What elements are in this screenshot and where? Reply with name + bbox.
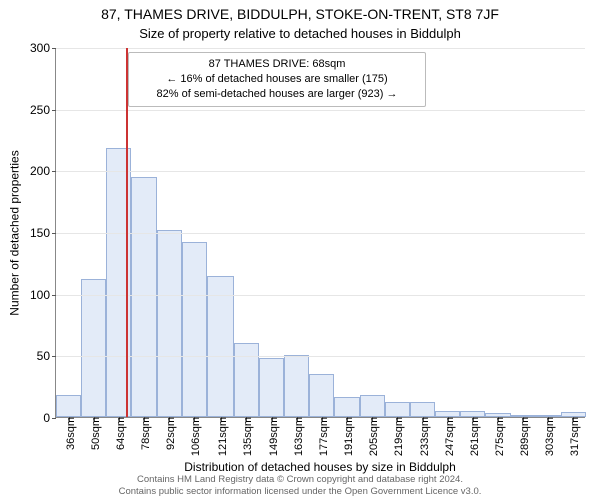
gridline <box>56 233 585 234</box>
x-tick-label: 163sqm <box>289 417 305 456</box>
gridline <box>56 48 585 49</box>
x-tick-label: 121sqm <box>213 417 229 456</box>
x-tick-label: 177sqm <box>314 417 330 456</box>
x-tick-label: 149sqm <box>264 417 280 456</box>
histogram-bar <box>182 242 207 417</box>
histogram-bar <box>234 343 259 417</box>
callout-line-2: ← 16% of detached houses are smaller (17… <box>137 72 417 87</box>
y-tick-label: 100 <box>30 288 56 302</box>
histogram-bar <box>309 374 334 417</box>
plot-area: 87 THAMES DRIVE: 68sqm ← 16% of detached… <box>55 48 585 418</box>
callout-line-3: 82% of semi-detached houses are larger (… <box>137 87 417 102</box>
y-tick-label: 0 <box>43 411 56 425</box>
address-title: 87, THAMES DRIVE, BIDDULPH, STOKE-ON-TRE… <box>0 6 600 22</box>
gridline <box>56 110 585 111</box>
histogram-bar <box>131 177 156 418</box>
gridline <box>56 356 585 357</box>
histogram-bar <box>56 395 81 417</box>
x-tick-label: 247sqm <box>440 417 456 456</box>
x-tick-label: 92sqm <box>161 417 177 450</box>
footer-line-2: Contains public sector information licen… <box>0 486 600 497</box>
x-tick-label: 36sqm <box>61 417 77 450</box>
attribution-footer: Contains HM Land Registry data © Crown c… <box>0 474 600 497</box>
x-tick-label: 233sqm <box>415 417 431 456</box>
x-tick-label: 205sqm <box>364 417 380 456</box>
x-tick-label: 78sqm <box>136 417 152 450</box>
y-tick-label: 200 <box>30 164 56 178</box>
histogram-bar <box>385 402 410 417</box>
x-tick-label: 50sqm <box>86 417 102 450</box>
property-marker-line <box>126 48 128 417</box>
x-tick-label: 219sqm <box>389 417 405 456</box>
y-tick-label: 150 <box>30 226 56 240</box>
histogram-bar <box>81 279 106 417</box>
histogram-bar <box>284 355 309 417</box>
y-tick-label: 50 <box>37 349 56 363</box>
property-callout: 87 THAMES DRIVE: 68sqm ← 16% of detached… <box>128 52 426 107</box>
x-tick-label: 191sqm <box>339 417 355 456</box>
x-tick-label: 303sqm <box>540 417 556 456</box>
y-tick-label: 250 <box>30 103 56 117</box>
y-axis-label: Number of detached properties <box>8 48 22 418</box>
y-tick-label: 300 <box>30 41 56 55</box>
histogram-bar <box>259 358 284 417</box>
chart-root: { "title_line1": "87, THAMES DRIVE, BIDD… <box>0 0 600 500</box>
x-tick-label: 317sqm <box>565 417 581 456</box>
histogram-bar <box>207 276 234 417</box>
x-tick-label: 289sqm <box>515 417 531 456</box>
histogram-bar <box>360 395 385 417</box>
x-tick-label: 275sqm <box>490 417 506 456</box>
histogram-bar <box>157 230 182 417</box>
footer-line-1: Contains HM Land Registry data © Crown c… <box>0 474 600 485</box>
x-tick-label: 135sqm <box>238 417 254 456</box>
histogram-bar <box>410 402 435 417</box>
x-tick-label: 64sqm <box>111 417 127 450</box>
x-axis-label: Distribution of detached houses by size … <box>55 460 585 474</box>
gridline <box>56 171 585 172</box>
x-tick-label: 261sqm <box>465 417 481 456</box>
x-tick-label: 106sqm <box>186 417 202 456</box>
callout-line-1: 87 THAMES DRIVE: 68sqm <box>137 57 417 72</box>
chart-subtitle: Size of property relative to detached ho… <box>0 26 600 41</box>
histogram-bar <box>334 397 359 417</box>
gridline <box>56 295 585 296</box>
